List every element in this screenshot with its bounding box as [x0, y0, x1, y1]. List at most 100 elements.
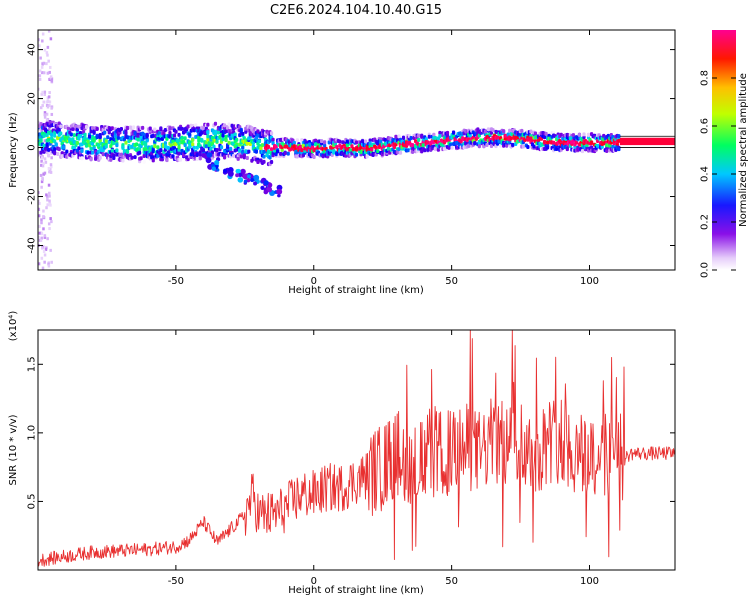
spectrogram-cell [414, 144, 418, 149]
spectrogram-cell [50, 220, 53, 224]
spectrogram-cell [213, 121, 218, 126]
spectrogram-cell [532, 144, 536, 149]
spectrogram-cell [508, 128, 512, 133]
spectrogram-cell [71, 127, 75, 132]
spectrogram-cell [177, 145, 181, 150]
spectrogram-cell [233, 132, 237, 137]
spectrogram-cell [40, 256, 44, 260]
spectrogram-cell [257, 139, 262, 144]
spectrogram-cell [91, 126, 95, 131]
spectrogram-cell [617, 138, 621, 143]
spectrogram-cell [354, 152, 359, 157]
spectrogram-cell [254, 149, 258, 154]
spectrogram-cell [39, 173, 43, 177]
spectrogram-cell [145, 134, 149, 139]
spectrogram-cell [426, 140, 430, 145]
spectrogram-cell [397, 134, 401, 139]
spectrogram-cell [295, 138, 299, 143]
spectrogram-cell [571, 133, 575, 138]
snr-x-label: Height of straight line (km) [288, 585, 424, 596]
spectrogram-cell [617, 147, 621, 152]
spectrogram-cell [225, 125, 230, 130]
spectrogram-cell [86, 150, 90, 155]
spectrogram-cell [323, 140, 327, 145]
spectrogram-cell [295, 154, 299, 159]
spectrogram-cell [48, 199, 51, 203]
spectrogram-cell [279, 151, 283, 156]
spectrogram-cell [180, 135, 184, 140]
spectrogram-cell [106, 135, 110, 140]
spectrogram-cell [107, 130, 111, 135]
spectrogram-cell [221, 133, 225, 138]
spectrogram-cell [411, 143, 415, 148]
spectrogram-cell [201, 152, 207, 158]
spectrogram-cell [41, 32, 45, 36]
spectrogram-cell [47, 147, 51, 152]
spectrogram-x-label: Height of straight line (km) [288, 285, 424, 296]
spectrogram-cell [269, 131, 274, 136]
spectrogram-cell [41, 156, 44, 160]
spectrogram-cell [214, 160, 220, 166]
spectrogram-cell [42, 249, 46, 253]
x-tick-label: -50 [168, 576, 184, 587]
spectrogram-cell [263, 180, 269, 186]
spectrogram-cell [40, 236, 43, 240]
spectrogram-cell [40, 71, 44, 75]
spectrogram-cell [253, 174, 260, 181]
snr-y-label: SNR (10 * v/v) [8, 414, 19, 485]
spectrogram-cell [216, 168, 220, 172]
spectrogram-cell [262, 149, 266, 154]
spectrogram-cell [92, 130, 96, 135]
spectrogram-cell [98, 134, 102, 139]
spectrogram-cell [40, 180, 44, 184]
spectrogram-cell [89, 146, 93, 151]
spectrogram-cell [47, 222, 51, 226]
spectrogram-cell [43, 253, 47, 257]
spectrogram-frame [37, 29, 676, 271]
spectrogram-cell [544, 131, 548, 136]
spectrogram-cell [206, 134, 210, 139]
spectrogram-cell [236, 168, 241, 174]
spectrogram-cell [204, 141, 208, 146]
spectrogram-cell [66, 126, 70, 131]
spectrogram-cell [104, 144, 108, 149]
spectrogram-cell [38, 199, 40, 203]
spectrogram-cell [351, 147, 356, 152]
spectrogram-cell [41, 90, 44, 94]
spectrogram-cell [559, 132, 563, 137]
spectrogram-cell [47, 153, 51, 158]
spectrogram-cell [89, 157, 93, 162]
spectrogram-cell [186, 124, 190, 129]
spectrogram-cell [188, 132, 192, 137]
spectrogram-cell [122, 137, 127, 142]
spectrogram-cells [38, 30, 675, 270]
spectrogram-cell [49, 170, 53, 174]
spectrogram-cell [144, 147, 148, 152]
spectrogram-cell [354, 140, 359, 145]
spectrogram-cell [46, 203, 49, 207]
spectrogram-cell [145, 138, 149, 143]
spectrogram-cell [323, 143, 327, 148]
spectrogram-cell [262, 154, 266, 159]
spectrogram-cell [151, 133, 155, 138]
spectrogram-cell [269, 160, 274, 165]
spectrogram-cell [91, 141, 95, 146]
spectrogram-cell [235, 173, 240, 178]
spectrogram-cell [121, 145, 125, 150]
spectrogram-cell [38, 77, 42, 81]
y-tick-label: 1.0 [27, 425, 38, 441]
spectrogram-cell [49, 163, 53, 167]
spectrogram-cell [122, 148, 127, 153]
spectrogram-cell [69, 132, 73, 137]
spectrogram-cell [178, 157, 183, 162]
spectrogram-cell [83, 132, 87, 137]
spectrogram-cell [451, 130, 456, 135]
spectrogram-cell [445, 130, 450, 135]
spectrogram-cell [144, 141, 148, 146]
spectrogram-cell [89, 129, 93, 134]
spectrogram-cell [41, 246, 44, 250]
spectrogram-cell [364, 139, 368, 144]
spectrogram-cell [243, 179, 248, 184]
spectrogram-cell [163, 127, 167, 132]
spectrogram-cell [54, 142, 58, 147]
